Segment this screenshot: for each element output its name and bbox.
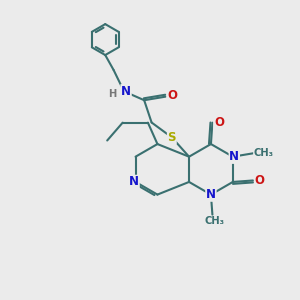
Text: CH₃: CH₃ xyxy=(254,148,274,158)
Text: N: N xyxy=(121,85,131,98)
Text: CH₃: CH₃ xyxy=(204,216,224,226)
Text: O: O xyxy=(255,174,265,187)
Text: O: O xyxy=(214,116,224,129)
Text: S: S xyxy=(168,131,176,144)
Text: N: N xyxy=(229,150,239,163)
Text: N: N xyxy=(129,176,139,188)
Text: H: H xyxy=(108,89,116,99)
Text: N: N xyxy=(206,188,216,201)
Text: O: O xyxy=(167,89,177,102)
